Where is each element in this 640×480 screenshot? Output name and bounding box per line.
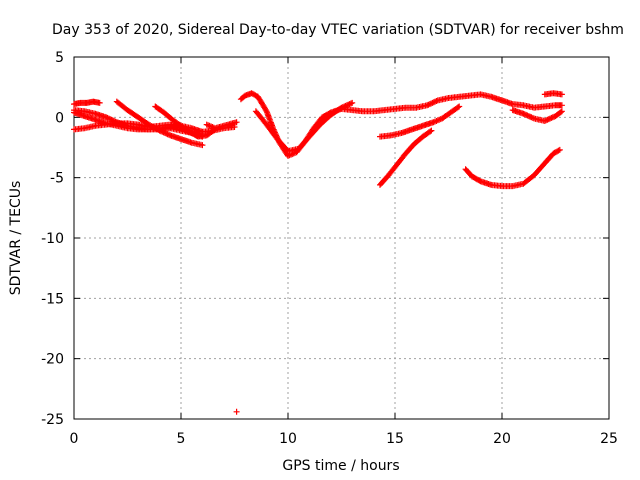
point-marks: [462, 146, 563, 190]
x-axis-label: GPS time / hours: [282, 458, 399, 474]
data-points: [71, 90, 565, 415]
y-tick-label: 5: [55, 50, 64, 66]
point-marks: [509, 107, 565, 124]
x-tick-label: 15: [386, 431, 404, 447]
series-arc-12: [462, 146, 563, 190]
point-marks: [377, 127, 435, 188]
x-tick-label: 0: [70, 431, 79, 447]
point-marks: [203, 119, 240, 132]
series-arc-9: [252, 99, 356, 155]
point-marks: [233, 408, 240, 415]
series-arc-11: [377, 127, 435, 188]
point-marks: [237, 90, 565, 159]
y-tick-label: -10: [41, 231, 64, 247]
series-arc-14: [541, 90, 565, 98]
grid: [74, 57, 609, 419]
y-tick-label: 0: [55, 110, 64, 126]
series-arc-13: [509, 107, 565, 124]
x-tick-label: 5: [177, 431, 186, 447]
series-arc-7: [203, 119, 240, 132]
series-outlier: [233, 408, 240, 415]
series-arc-5: [113, 98, 206, 149]
point-marks: [541, 90, 565, 98]
x-tick-label: 20: [493, 431, 511, 447]
series-arc-2: [71, 98, 103, 108]
y-tick-label: -20: [41, 352, 64, 368]
point-marks: [152, 103, 219, 140]
y-tick-label: -5: [50, 171, 64, 187]
point-marks: [113, 98, 206, 149]
series-arc-10: [377, 103, 463, 140]
chart-title: Day 353 of 2020, Sidereal Day-to-day VTE…: [52, 22, 624, 38]
axis-ticks: 0 5 10 15 20 25 5 0 -5 -10 -15 -20 -25: [41, 50, 618, 447]
y-tick-label: -25: [41, 412, 64, 428]
y-axis-label: SDTVAR / TECUs: [8, 181, 24, 296]
series-arc-8: [237, 90, 565, 159]
y-tick-label: -15: [41, 291, 64, 307]
x-tick-label: 25: [600, 431, 618, 447]
point-marks: [377, 103, 463, 140]
point-marks: [71, 98, 103, 108]
series-arc-6: [152, 103, 219, 140]
point-marks: [252, 99, 356, 155]
x-tick-label: 10: [279, 431, 297, 447]
